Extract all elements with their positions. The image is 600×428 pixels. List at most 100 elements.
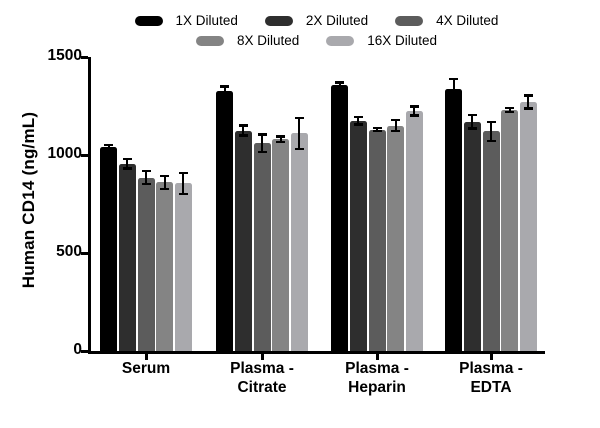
legend-swatch-icon [264,16,293,26]
error-bar-cap-bottom [122,167,132,170]
bar-plasma-4x [368,129,386,351]
error-bar-cap-top [372,126,382,130]
error-bar-cap-bottom [523,107,533,110]
x-category-label: Plasma - Heparin [345,360,409,396]
error-bar [452,78,455,101]
legend: 1X Diluted 2X Diluted 4X Diluted 8X Diluted… [88,13,545,49]
error-bar-cap-top [122,157,132,161]
bar-plasma-8x [387,125,405,351]
error-bar-cap-top [335,81,345,84]
bar-plasma-2x [463,121,481,351]
error-bar-cap-top [523,94,533,97]
error-bar-cap-top [391,118,401,122]
error-bar [298,117,301,150]
error-bar-cap-top [141,169,151,173]
legend-item-4x-diluted: 4X Diluted [395,13,498,29]
y-tick [81,251,88,255]
error-bar-cap-bottom [335,86,345,90]
error-bar [126,158,129,169]
error-bar-cap-top [486,120,496,124]
y-tick [81,55,88,59]
error-bar [376,127,378,132]
legend-swatch-icon [395,16,424,26]
legend-item-16x-diluted: 16X Diluted [326,33,437,49]
error-bar-cap-bottom [372,129,382,133]
error-bar-cap-bottom [294,147,304,151]
error-bar-cap-bottom [178,192,188,196]
bar-serum-2x [118,163,136,351]
error-bar [163,175,166,190]
error-bar [182,172,185,195]
y-tick-label: 500 [56,243,82,261]
error-bar-cap-top [257,133,267,136]
legend-item-label: 4X Diluted [436,13,499,28]
legend-swatch-icon [134,16,163,26]
error-bar-cap-top [160,174,170,178]
error-bar-cap-bottom [449,98,459,102]
bar-serum-1x [100,147,118,351]
bar-plasma-16x [519,102,537,351]
x-tick [260,354,264,360]
x-tick [489,354,493,360]
x-category-label: Serum [121,360,171,377]
error-bar-cap-top [276,135,286,138]
error-bar [279,136,282,143]
bar-plasma-8x [501,109,519,351]
y-tick [81,349,88,353]
error-bar-cap-bottom [505,110,515,114]
legend-swatch-icon [326,36,355,46]
error-bar [490,121,492,142]
error-bar [527,95,530,109]
x-category-label: Plasma - EDTA [459,360,523,396]
error-bar-cap-bottom [238,134,248,137]
legend-item-2x-diluted: 2X Diluted [264,13,369,29]
error-bar [394,119,397,132]
legend-row-1: 1X Diluted 2X Diluted 4X Diluted [134,13,498,29]
error-bar-cap-top [294,116,304,120]
bar-plasma-2x [234,130,252,351]
error-bar-cap-bottom [353,123,363,126]
bar-serum-16x [174,183,192,351]
bar-plasma-4x [253,143,271,351]
error-bar [413,106,416,116]
error-bar [242,125,245,136]
error-bar-cap-bottom [276,140,286,144]
error-bar-cap-top [238,124,248,127]
error-bar-cap-top [353,115,363,119]
legend-item-label: 16X Diluted [367,33,438,48]
error-bar-cap-bottom [160,187,170,191]
legend-swatch-icon [195,36,224,46]
error-bar-cap-bottom [220,94,230,98]
legend-row-2: 8X Diluted 16X Diluted [195,33,437,49]
error-bar [145,170,147,185]
bar-serum-4x [137,177,155,351]
bar-plasma-1x [445,89,463,351]
bar-plasma-16x [405,110,423,351]
error-bar [107,144,110,150]
error-bar-cap-top [220,85,230,88]
x-category-label: Plasma - Citrate [230,360,294,396]
error-bar-cap-bottom [257,150,267,154]
error-bar-cap-top [104,143,114,147]
bar-plasma-2x [349,120,367,351]
y-tick-label: 0 [73,341,82,359]
legend-item-label: 8X Diluted [236,33,300,48]
error-bar-cap-bottom [104,148,114,151]
error-bar-cap-top [467,113,477,117]
x-tick [144,354,148,360]
error-bar-cap-top [449,77,459,81]
y-tick-label: 1500 [47,47,82,65]
error-bar-cap-bottom [141,182,151,186]
bar-plasma-16x [290,133,308,351]
error-bar [261,134,263,153]
error-bar [223,86,226,97]
error-bar-cap-bottom [486,139,496,143]
legend-item-label: 1X Diluted [175,13,238,28]
error-bar [357,116,360,125]
error-bar-cap-top [178,171,188,175]
bar-plasma-1x [331,85,349,351]
legend-item-label: 2X Diluted [305,13,369,28]
bar-plasma-8x [272,139,290,351]
error-bar-cap-bottom [409,114,419,117]
